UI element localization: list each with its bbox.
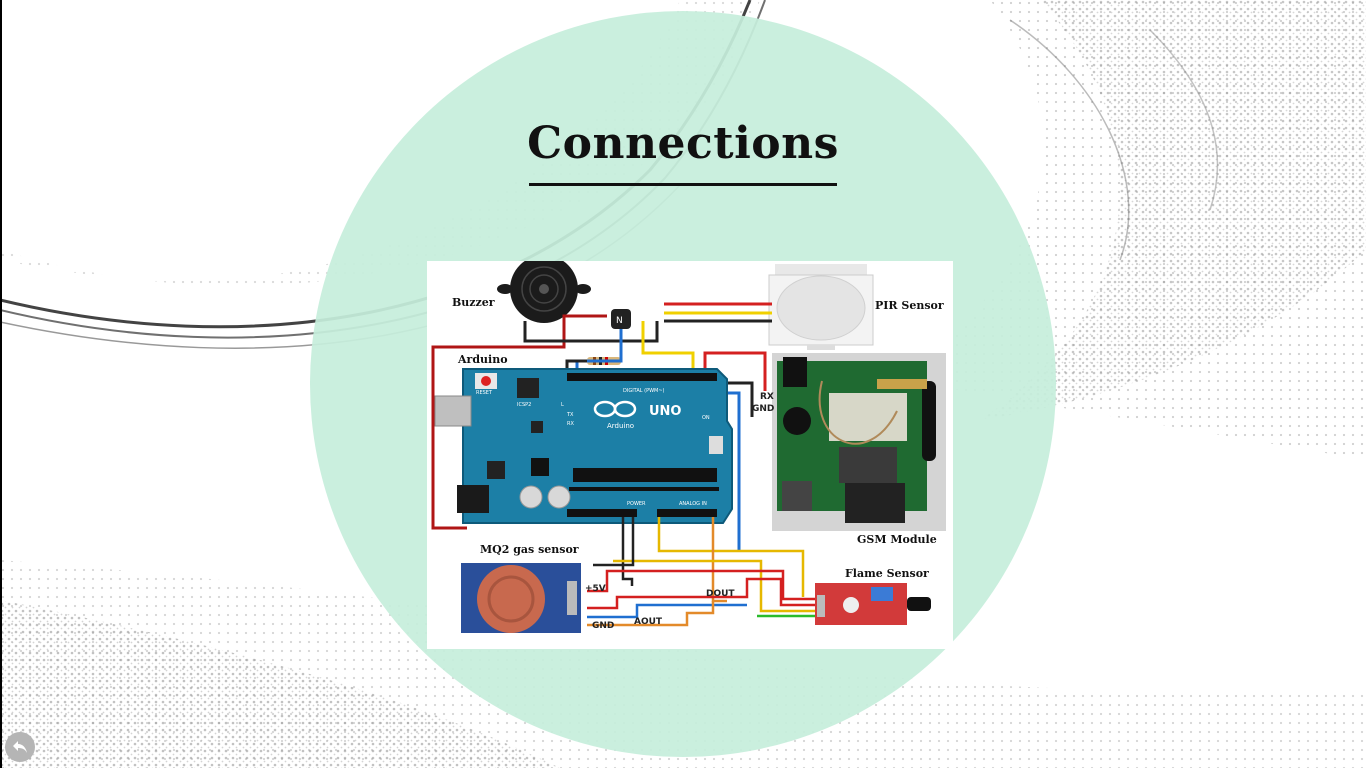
circuit-diagram: Buzzer PIR Sensor N — [427, 261, 953, 649]
pir-sensor-component — [768, 264, 874, 350]
l-led-label: L — [561, 402, 564, 408]
on-led-label: ON — [702, 415, 710, 421]
arduino-label: Arduino — [457, 353, 508, 366]
icsp-label: ICSP2 — [517, 402, 531, 408]
reset-label: RESET — [476, 390, 493, 396]
pir-sensor-label: PIR Sensor — [875, 299, 944, 312]
mq2-aout-label: AOUT — [634, 617, 663, 627]
arduino-model-label: UNO — [649, 404, 682, 419]
gsm-rx-label: RX — [760, 392, 774, 402]
transistor-component: N — [611, 309, 631, 329]
gsm-gnd-label: GND — [752, 404, 774, 414]
mq2-sensor-component — [461, 563, 581, 633]
arduino-brand-label: Arduino — [607, 422, 634, 430]
analog-header-label: ANALOG IN — [679, 501, 707, 507]
svg-text:N: N — [616, 316, 623, 326]
arduino-board — [434, 368, 733, 524]
buzzer-component — [497, 261, 591, 323]
mq2-gnd-label: GND — [592, 621, 614, 631]
power-header-label: POWER — [627, 501, 646, 507]
back-arrow-icon — [13, 741, 27, 753]
buzzer-label: Buzzer — [452, 296, 495, 309]
mq2-dout-label: DOUT — [706, 589, 735, 599]
bottom-wires — [587, 517, 817, 627]
tx-label: TX — [566, 412, 574, 418]
rx-board-label: RX — [567, 421, 574, 427]
digital-header-label: DIGITAL (PWM~) — [623, 388, 665, 394]
back-button[interactable] — [5, 732, 35, 762]
mq2-5v-label: +5V — [585, 584, 606, 594]
flame-sensor-component — [815, 583, 931, 625]
flame-sensor-label: Flame Sensor — [845, 567, 929, 580]
arduino-logo-icon — [593, 400, 637, 418]
gsm-module-component — [772, 353, 946, 531]
gsm-module-label: GSM Module — [857, 533, 937, 546]
slide-title: Connections — [527, 118, 839, 169]
mq2-sensor-label: MQ2 gas sensor — [480, 543, 579, 556]
title-underline — [529, 183, 837, 186]
